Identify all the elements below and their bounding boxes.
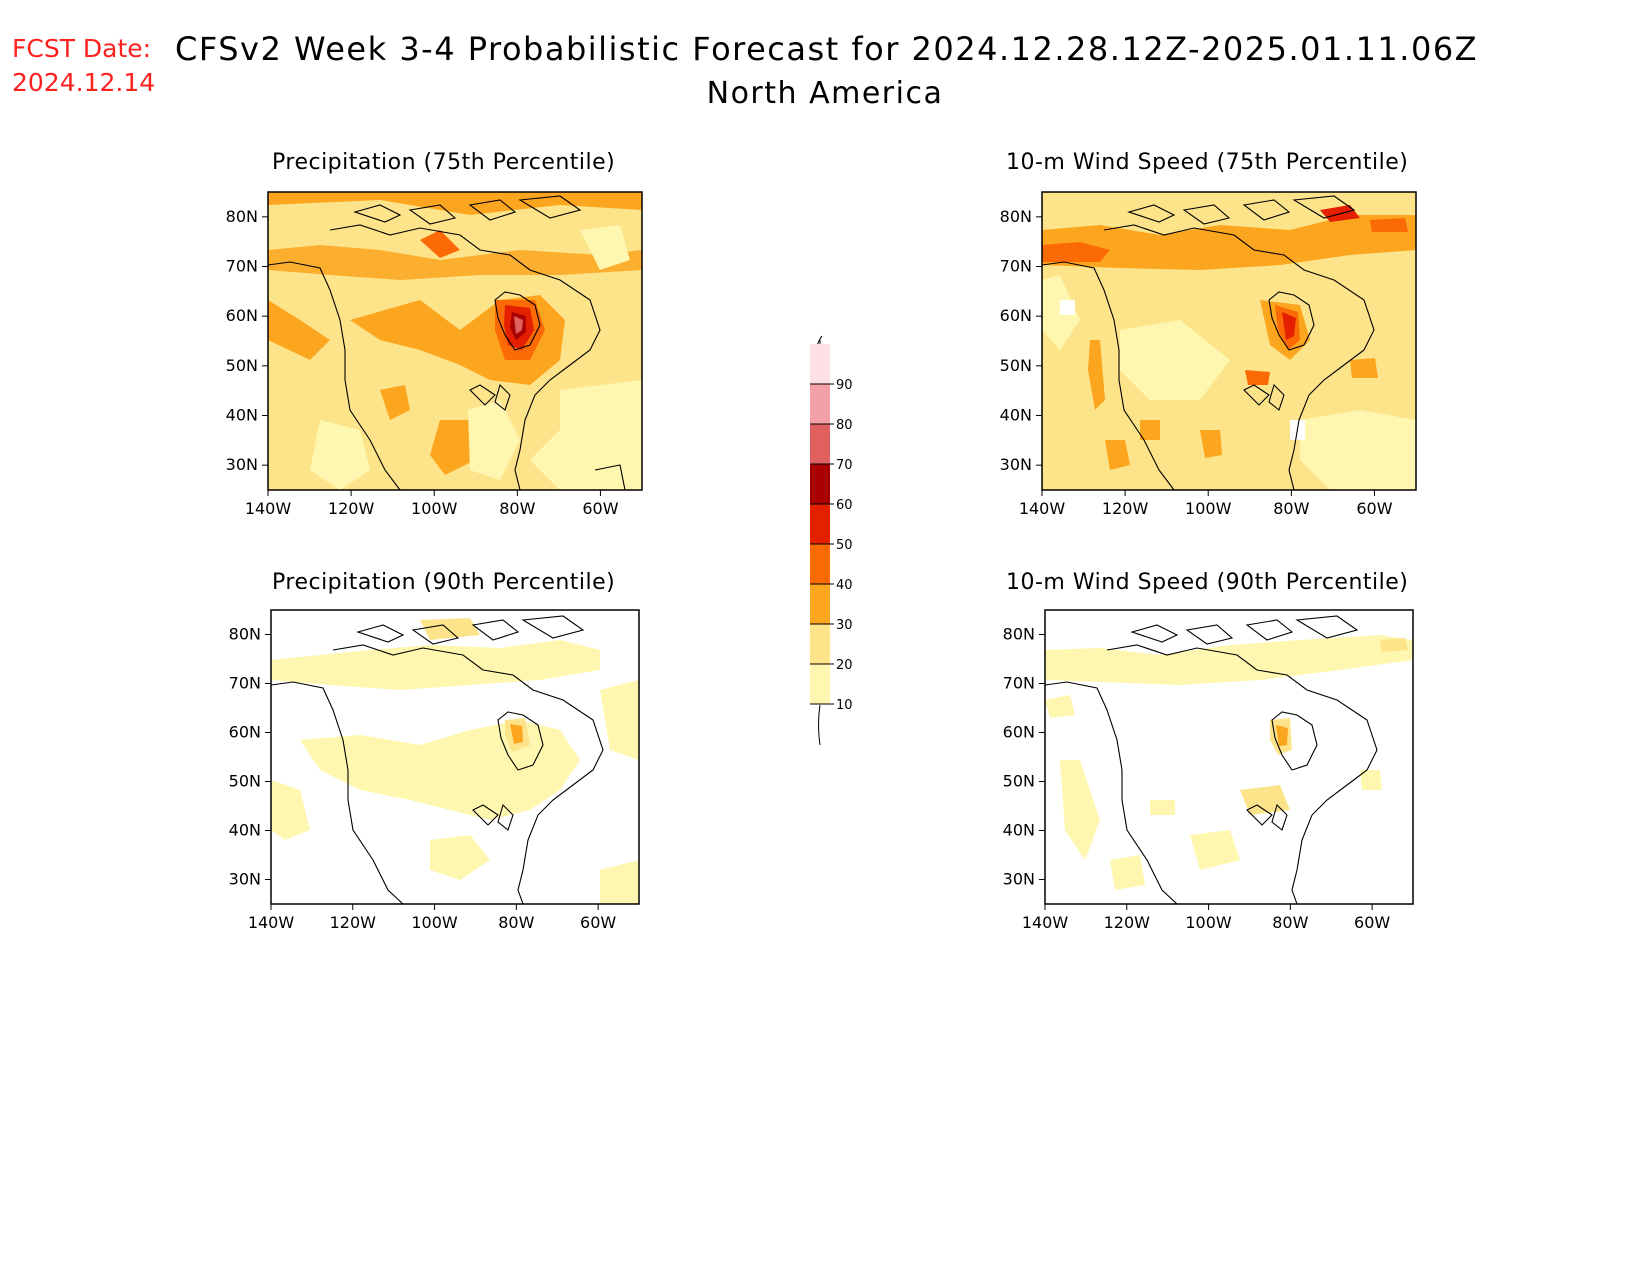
colorbar-swatches [810, 344, 830, 704]
lon-tick-label: 140W [248, 913, 295, 932]
map-wind-90 [1044, 609, 1414, 905]
lat-tick-label: 30N [226, 455, 258, 474]
colorbar-swatch [810, 384, 830, 424]
panel-title-precip-90: Precipitation (90th Percentile) [272, 570, 616, 595]
map-wind-75 [1041, 191, 1417, 491]
colorbar-level-label: 40 [836, 578, 853, 593]
page-title: CFSv2 Week 3-4 Probabilistic Forecast fo… [175, 30, 1479, 68]
map-precip-90-frame [270, 609, 640, 905]
map-precip-75 [267, 191, 643, 491]
colorbar-swatch [810, 544, 830, 584]
region-subtitle: North America [706, 76, 944, 111]
colorbar-level-label: 30 [836, 618, 853, 633]
lon-tick-label: 120W [1104, 913, 1151, 932]
lon-tick-label: 80W [1273, 499, 1309, 518]
map-wind-75-frame [1041, 191, 1417, 491]
lon-tick-label: 80W [499, 499, 535, 518]
colorbar-bottom-arrow [818, 704, 821, 746]
lon-tick-label: 140W [245, 499, 292, 518]
lat-tick-label: 50N [1000, 356, 1032, 375]
lon-tick-label: 100W [411, 499, 458, 518]
lon-tick-label: 80W [498, 913, 534, 932]
lat-tick-label: 30N [1003, 870, 1035, 889]
lon-tick-label: 120W [328, 499, 375, 518]
lat-tick-label: 80N [1003, 625, 1035, 644]
forecast-date-label: FCST Date: [12, 34, 152, 63]
colorbar-swatch [810, 664, 830, 704]
map-precip-75-coastlines [268, 195, 626, 490]
lon-tick-label: 100W [1185, 913, 1232, 932]
panel-title-wind-75: 10-m Wind Speed (75th Percentile) [1006, 150, 1409, 175]
lat-tick-label: 70N [226, 257, 258, 276]
lat-tick-label: 70N [1003, 674, 1035, 693]
map-precip-90-coastlines [271, 615, 604, 904]
colorbar-swatch [810, 424, 830, 464]
colorbar-level-label: 90 [836, 378, 853, 393]
lat-tick-label: 40N [1000, 406, 1032, 425]
lon-tick-label: 60W [580, 913, 616, 932]
lat-tick-label: 70N [229, 674, 261, 693]
lat-tick-label: 70N [1000, 257, 1032, 276]
lon-tick-label: 100W [1185, 499, 1232, 518]
lat-tick-label: 80N [226, 207, 258, 226]
lon-tick-label: 60W [1356, 499, 1392, 518]
colorbar-level-label: 10 [836, 698, 853, 713]
lat-tick-label: 30N [1000, 455, 1032, 474]
colorbar-level-label: 50 [836, 538, 853, 553]
map-wind-90-coastlines [1045, 615, 1378, 904]
lat-tick-label: 80N [229, 625, 261, 644]
lat-tick-label: 60N [1000, 306, 1032, 325]
lon-tick-label: 120W [330, 913, 377, 932]
map-precip-90-shading [271, 610, 639, 904]
lat-tick-label: 60N [229, 723, 261, 742]
forecast-date-value: 2024.12.14 [12, 68, 156, 97]
lat-tick-label: 60N [226, 306, 258, 325]
colorbar-level-label: 60 [836, 498, 853, 513]
lon-tick-label: 140W [1022, 913, 1069, 932]
lon-tick-label: 120W [1102, 499, 1149, 518]
lat-tick-label: 60N [1003, 723, 1035, 742]
colorbar-level-label: 80 [836, 418, 853, 433]
map-precip-75-shading [268, 192, 642, 490]
map-precip-90 [270, 609, 640, 905]
colorbar-swatch [810, 504, 830, 544]
lat-tick-label: 40N [226, 406, 258, 425]
colorbar-labels: 10 20 30 40 50 60 70 80 90 [810, 378, 853, 713]
lon-tick-label: 100W [411, 913, 458, 932]
colorbar: 10 20 30 40 50 60 70 80 90 [810, 335, 853, 746]
map-wind-75-shading [1042, 192, 1416, 490]
lon-tick-label: 60W [1354, 913, 1390, 932]
lat-tick-label: 50N [226, 356, 258, 375]
lat-tick-label: 40N [229, 821, 261, 840]
colorbar-swatch [810, 464, 830, 504]
colorbar-swatch [810, 624, 830, 664]
lat-tick-label: 80N [1000, 207, 1032, 226]
lon-tick-label: 80W [1272, 913, 1308, 932]
map-wind-75-coastlines [1042, 195, 1375, 490]
lat-tick-label: 50N [1003, 772, 1035, 791]
panel-title-wind-90: 10-m Wind Speed (90th Percentile) [1006, 570, 1409, 595]
colorbar-swatch [810, 344, 830, 384]
map-precip-75-frame [267, 191, 643, 491]
lat-tick-label: 40N [1003, 821, 1035, 840]
lon-tick-label: 140W [1019, 499, 1066, 518]
colorbar-swatch [810, 584, 830, 624]
map-wind-90-shading [1045, 610, 1413, 904]
map-axes: 80N 70N 60N 50N 40N 30N 140W 120W 100W 80W 60W 80N 7… [226, 207, 1393, 932]
colorbar-level-label: 20 [836, 658, 853, 673]
lat-tick-label: 30N [229, 870, 261, 889]
lon-tick-label: 60W [582, 499, 618, 518]
lat-tick-label: 50N [229, 772, 261, 791]
map-wind-90-frame [1044, 609, 1414, 905]
panel-title-precip-75: Precipitation (75th Percentile) [272, 150, 616, 175]
colorbar-level-label: 70 [836, 458, 853, 473]
